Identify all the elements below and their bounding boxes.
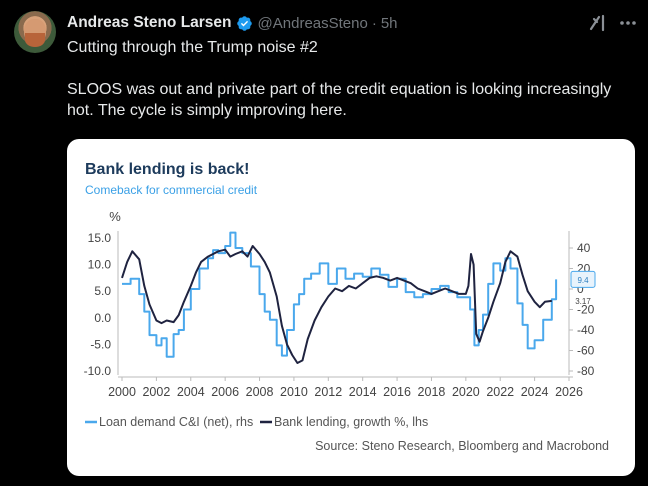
loan-demand-value-box — [570, 270, 596, 288]
left-tick-label: -5.0 — [90, 337, 111, 351]
author-name[interactable]: Andreas Steno Larsen — [67, 14, 232, 31]
chart-title: Bank lending is back! — [85, 161, 250, 178]
left-tick-label: 0.0 — [94, 311, 111, 325]
x-tick-label: 2010 — [280, 385, 308, 399]
avatar[interactable] — [14, 11, 56, 53]
right-tick-label: -60 — [577, 344, 595, 358]
bank-lending-value-label: 3.17 — [575, 297, 591, 306]
x-tick-label: 2006 — [211, 385, 239, 399]
chart-subtitle: Comeback for commercial credit — [85, 183, 258, 197]
chart-image[interactable]: Bank lending is back! Comeback for comme… — [67, 139, 635, 476]
series-bank-lending-line — [121, 245, 552, 364]
x-tick-label: 2024 — [521, 385, 549, 399]
left-tick-label: -10.0 — [84, 364, 112, 378]
left-axis-unit: % — [109, 209, 121, 224]
loan-demand-value-label: 9.4 — [577, 276, 589, 285]
separator-dot: · — [371, 14, 377, 32]
verified-badge-icon — [236, 15, 252, 31]
tweet-line-2: SLOOS was out and private part of the cr… — [67, 81, 612, 119]
left-tick-label: 10.0 — [88, 258, 112, 272]
x-tick-label: 2022 — [486, 385, 514, 399]
tweet-text: Cutting through the Trump noise #2 SLOOS… — [67, 37, 627, 121]
right-tick-label: 40 — [577, 241, 591, 255]
avatar-beard — [25, 33, 45, 47]
x-tick-label: 2000 — [108, 385, 136, 399]
x-tick-label: 2008 — [246, 385, 274, 399]
series-loan-demand-line — [122, 231, 558, 358]
chart-svg: %15.010.05.00.0-5.0-10.040200-20-40-60-8… — [84, 209, 609, 453]
left-tick-label: 15.0 — [88, 231, 112, 245]
tweet-line-1: Cutting through the Trump noise #2 — [67, 39, 318, 56]
x-tick-label: 2026 — [555, 385, 583, 399]
x-tick-label: 2004 — [177, 385, 205, 399]
x-tick-label: 2012 — [314, 385, 342, 399]
right-tick-label: -40 — [577, 323, 595, 337]
x-tick-label: 2020 — [452, 385, 480, 399]
x-tick-label: 2016 — [383, 385, 411, 399]
x-tick-label: 2018 — [418, 385, 446, 399]
more-icon[interactable] — [618, 15, 638, 31]
tweet-header: Andreas Steno Larsen @AndreasSteno · 5h — [67, 12, 398, 34]
legend-bank-lending-label: Bank lending, growth %, lhs — [274, 415, 428, 429]
x-tick-label: 2014 — [349, 385, 377, 399]
right-tick-label: 0 — [577, 282, 584, 296]
right-tick-label: -20 — [577, 303, 595, 317]
right-tick-label: -80 — [577, 364, 595, 378]
post-time[interactable]: 5h — [380, 14, 398, 32]
chart-source: Source: Steno Research, Bloomberg and Ma… — [315, 439, 609, 453]
legend-loan-demand-label: Loan demand C&I (net), rhs — [99, 415, 253, 429]
grok-icon[interactable] — [588, 13, 608, 33]
author-handle[interactable]: @AndreasSteno — [257, 14, 368, 32]
left-tick-label: 5.0 — [94, 284, 111, 298]
x-tick-label: 2002 — [142, 385, 170, 399]
